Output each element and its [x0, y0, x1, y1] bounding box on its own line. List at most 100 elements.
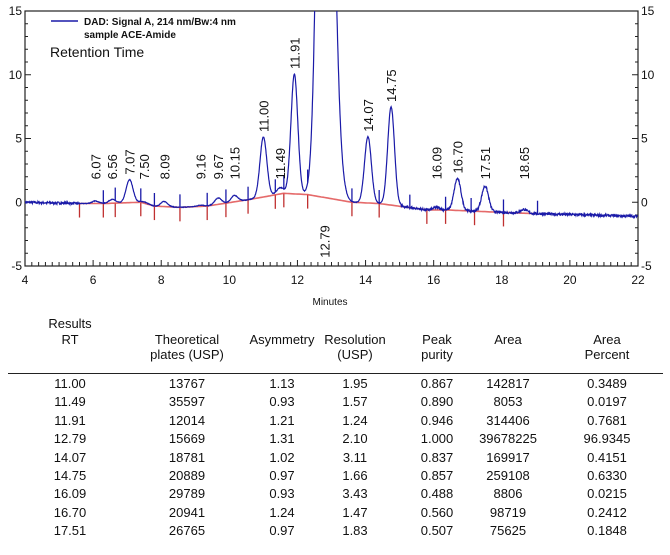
table-cell: 0.488: [420, 486, 454, 502]
table-cell: 8806: [493, 486, 523, 502]
peak-label: 18.65: [517, 147, 532, 180]
table-cell: 0.867: [420, 376, 454, 391]
table-cell: 0.507: [420, 523, 454, 539]
column-header: plates (USP): [150, 347, 224, 362]
peak-label: 16.70: [451, 141, 466, 174]
table-cell: 16.09: [53, 486, 87, 502]
table-cell: 3.11: [342, 449, 368, 465]
table-cell: 18781: [168, 449, 206, 465]
peak-label: 7.50: [137, 154, 152, 179]
table-cell: 169917: [486, 449, 530, 465]
table-cell: 11.91: [54, 412, 86, 428]
table-cell: 3.43: [342, 486, 368, 502]
x-tick-label: 4: [22, 273, 29, 287]
y-tick-label: 15: [9, 4, 23, 18]
peak-label: 10.15: [227, 147, 242, 180]
table-cell: 1.47: [342, 504, 368, 520]
column-header: Asymmetry: [249, 331, 315, 347]
table-cell: 0.837: [420, 449, 454, 465]
table-cell: 0.560: [420, 504, 454, 520]
column-header: Results: [48, 316, 92, 331]
table-cell: 11.49: [54, 394, 86, 410]
table-cell: 0.97: [269, 468, 295, 483]
table-cell: 259108: [486, 468, 530, 483]
header-divider: [8, 373, 663, 374]
peak-label: 11.49: [273, 148, 288, 180]
table-cell: 142817: [486, 376, 530, 391]
table-cell: 13767: [168, 376, 206, 391]
table-cell: 0.3489: [587, 376, 627, 391]
column-header: purity: [421, 347, 453, 362]
table-cell: 0.1848: [587, 523, 627, 539]
table-cell: 14.07: [53, 449, 87, 465]
integration-marks: [78, 169, 539, 227]
x-tick-label: 20: [563, 273, 577, 287]
peak-label: 6.07: [88, 154, 103, 179]
table-cell: 39678225: [479, 431, 537, 447]
table-cell: 0.890: [420, 394, 454, 410]
legend-line1: DAD: Signal A, 214 nm/Bw:4 nm: [84, 17, 236, 28]
table-cell: 0.7681: [587, 412, 627, 428]
column-header: Theoretical: [154, 331, 220, 347]
column-header: Area: [494, 331, 522, 347]
peak-label: 12.79: [317, 225, 332, 258]
y-tick-label: 10: [9, 68, 23, 82]
table-cell: 0.2412: [587, 504, 627, 520]
table-cell: 35597: [168, 394, 206, 410]
peak-label: 14.07: [361, 99, 376, 132]
table-cell: 17.51: [53, 523, 87, 539]
table-cell: 26765: [168, 523, 206, 539]
peak-label: 11.00: [256, 100, 271, 132]
x-tick-label: 6: [90, 273, 97, 287]
table-cell: 0.93: [269, 486, 295, 502]
annotation-retention-time: Retention Time: [50, 44, 144, 60]
peak-label: 14.75: [384, 69, 399, 102]
y-tick-label-right: -5: [641, 259, 652, 273]
table-cell: 1.57: [342, 394, 368, 410]
table-cell: 0.6330: [587, 468, 627, 483]
table-cell: 96.9345: [583, 431, 631, 447]
table-cell: 20889: [168, 468, 206, 483]
table-cell: 1.13: [269, 376, 295, 391]
table-cell: 1.24: [342, 412, 368, 428]
table-cell: 0.93: [269, 394, 295, 410]
legend: DAD: Signal A, 214 nm/Bw:4 nm sample ACE…: [51, 17, 236, 41]
peak-label: 7.07: [123, 149, 138, 174]
peak-label: 8.09: [157, 154, 172, 179]
table-cell: 1.66: [342, 468, 368, 483]
peak-label: 6.56: [105, 154, 120, 179]
y-tick-label-right: 10: [641, 68, 655, 82]
column-header: Area: [593, 331, 621, 347]
table-cell: 29789: [168, 486, 206, 502]
table-cell: 12014: [168, 412, 206, 428]
table-cell: 1.21: [269, 412, 295, 428]
table-cell: 1.000: [420, 431, 454, 447]
table-cell: 1.02: [269, 449, 295, 465]
x-tick-label: 8: [158, 273, 165, 287]
y-tick-label: 5: [15, 132, 22, 146]
x-tick-label: 16: [427, 273, 441, 287]
y-tick-label-right: 5: [641, 132, 648, 146]
x-tick-label: 14: [359, 273, 373, 287]
table-cell: 15669: [168, 431, 206, 447]
peak-label: 9.67: [211, 154, 226, 179]
column-header: Percent: [584, 347, 630, 362]
peak-label: 17.51: [478, 147, 493, 180]
peak-label: 16.09: [430, 147, 445, 180]
column-header: Peak: [422, 331, 452, 347]
table-cell: 314406: [486, 412, 530, 428]
column-header: RT: [61, 331, 79, 347]
table-cell: 0.857: [420, 468, 454, 483]
x-tick-label: 12: [291, 273, 305, 287]
x-tick-label: 10: [223, 273, 237, 287]
table-cell: 8053: [493, 394, 523, 410]
x-axis-label: Minutes: [312, 297, 347, 308]
table-cell: 2.10: [342, 431, 368, 447]
column-header: Resolution: [324, 331, 386, 347]
x-tick-label: 22: [631, 273, 645, 287]
peak-label: 9.16: [194, 154, 209, 179]
table-cell: 0.4151: [587, 449, 627, 465]
legend-line2: sample ACE-Amide: [84, 30, 176, 41]
table-cell: 12.79: [53, 431, 87, 447]
